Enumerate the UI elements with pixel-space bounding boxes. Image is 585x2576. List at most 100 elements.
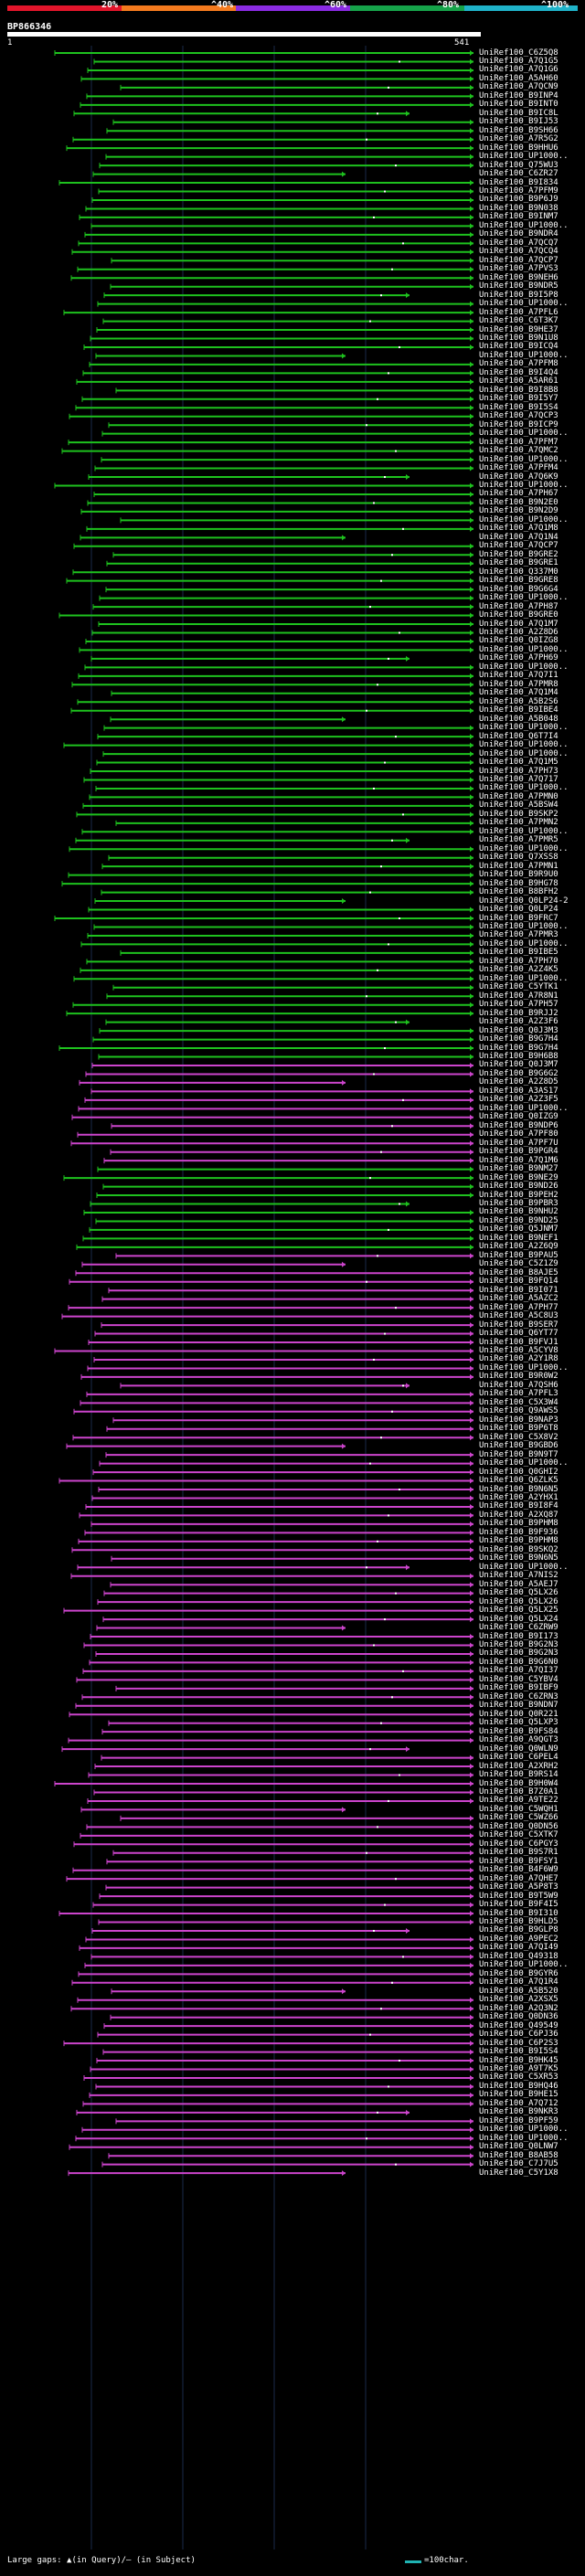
hit-label[interactable]: UniRef100_B9ND26 [479, 1182, 558, 1192]
hit-label[interactable]: UniRef100_UP1000.. [479, 826, 569, 836]
hit-label[interactable]: UniRef100_B9INM7 [479, 212, 558, 222]
hit-label[interactable]: UniRef100_C6Z5Q8 [479, 48, 558, 58]
hit-label[interactable]: UniRef100_B9F4I5 [479, 1900, 558, 1910]
hit-label[interactable]: UniRef100_B9G7H4 [479, 1043, 558, 1053]
hit-label[interactable]: UniRef100_A7PH87 [479, 601, 558, 611]
hit-label[interactable]: UniRef100_B9RJJ2 [479, 1008, 558, 1018]
hit-label[interactable]: UniRef100_A7QCN9 [479, 82, 558, 92]
hit-label[interactable]: UniRef100_B8BFH2 [479, 887, 558, 897]
hit-label[interactable]: UniRef100_B9H0W4 [479, 1778, 558, 1788]
hit-label[interactable]: UniRef100_B9SKQ2 [479, 1544, 558, 1554]
hit-label[interactable]: UniRef100_B9R9U0 [479, 870, 558, 880]
hit-label[interactable]: UniRef100_B9NDR4 [479, 229, 558, 239]
hit-label[interactable]: UniRef100_A7PFL6 [479, 307, 558, 317]
hit-label[interactable]: UniRef100_B9PGR4 [479, 1147, 558, 1157]
hit-label[interactable]: UniRef100_A2Z8D5 [479, 1077, 558, 1087]
hit-label[interactable]: UniRef100_UP1000.. [479, 723, 569, 733]
hit-label[interactable]: UniRef100_A3AS17 [479, 1086, 558, 1096]
hit-label[interactable]: UniRef100_A7R8N1 [479, 991, 558, 1001]
hit-label[interactable]: UniRef100_B9INT0 [479, 100, 558, 110]
hit-label[interactable]: UniRef100_B9G6G4 [479, 584, 558, 594]
hit-label[interactable]: UniRef100_B9I173 [479, 1631, 558, 1641]
hit-label[interactable]: UniRef100_B9NDR5 [479, 281, 558, 292]
hit-label[interactable]: UniRef100_Q5LX24 [479, 1614, 558, 1624]
hit-label[interactable]: UniRef100_C5Y1X8 [479, 2168, 558, 2178]
hit-label[interactable]: UniRef100_Q5JNM7 [479, 1224, 558, 1235]
hit-label[interactable]: UniRef100_B9IBE4 [479, 705, 558, 716]
hit-label[interactable]: UniRef100_A7PH73 [479, 766, 558, 776]
hit-label[interactable]: UniRef100_A7PFM8 [479, 359, 558, 369]
hit-label[interactable]: UniRef100_A7QHE7 [479, 1873, 558, 1883]
hit-label[interactable]: UniRef100_A7PH69 [479, 653, 558, 663]
hit-label[interactable]: UniRef100_B9NE29 [479, 1172, 558, 1182]
hit-label[interactable]: UniRef100_UP1000.. [479, 429, 569, 439]
hit-label[interactable]: UniRef100_B4F6W9 [479, 1865, 558, 1875]
hit-label[interactable]: UniRef100_C6ZRW9 [479, 1623, 558, 1633]
hit-label[interactable]: UniRef100_A9TE22 [479, 1796, 558, 1806]
hit-label[interactable]: UniRef100_B9NEH6 [479, 272, 558, 282]
hit-label[interactable]: UniRef100_B9N2D9 [479, 506, 558, 516]
hit-label[interactable]: UniRef100_B9S7R1 [479, 1848, 558, 1858]
hit-label[interactable]: UniRef100_B9I5P8 [479, 290, 558, 300]
hit-label[interactable]: UniRef100_UP1000.. [479, 938, 569, 949]
hit-label[interactable]: UniRef100_A7PMR8 [479, 679, 558, 689]
hit-label[interactable]: UniRef100_A7PF80 [479, 1129, 558, 1140]
hit-label[interactable]: UniRef100_A7Q1M4 [479, 688, 558, 698]
hit-label[interactable]: UniRef100_B9ICP9 [479, 419, 558, 429]
hit-label[interactable]: UniRef100_B9HHU6 [479, 143, 558, 153]
hit-label[interactable]: UniRef100_B9NEF1 [479, 1233, 558, 1243]
hit-label[interactable]: UniRef100_C5WZ66 [479, 1813, 558, 1823]
hit-label[interactable]: UniRef100_C5X8V2 [479, 1432, 558, 1442]
hit-label[interactable]: UniRef100_UP1000.. [479, 1562, 569, 1572]
hit-label[interactable]: UniRef100_A7QI49 [479, 1943, 558, 1953]
hit-label[interactable]: UniRef100_A7Q1M7 [479, 619, 558, 629]
hit-label[interactable]: UniRef100_A7Q1N4 [479, 532, 558, 542]
hit-label[interactable]: UniRef100_A2Z8D6 [479, 627, 558, 637]
hit-label[interactable]: UniRef100_B9I8B8 [479, 385, 558, 395]
hit-label[interactable]: UniRef100_C5WQH1 [479, 1804, 558, 1814]
hit-label[interactable]: UniRef100_Q0GHI2 [479, 1467, 558, 1477]
hit-label[interactable]: UniRef100_A7Q1M6 [479, 1155, 558, 1165]
hit-label[interactable]: UniRef100_C6T3K7 [479, 316, 558, 326]
hit-label[interactable]: UniRef100_C5XR53 [479, 2072, 558, 2083]
hit-label[interactable]: UniRef100_UP1000.. [479, 454, 569, 464]
hit-label[interactable]: UniRef100_C6ZRN3 [479, 1691, 558, 1701]
hit-label[interactable]: UniRef100_Q0R221 [479, 1709, 558, 1719]
hit-label[interactable]: UniRef100_A7R5G2 [479, 134, 558, 144]
hit-label[interactable]: UniRef100_B9SKP2 [479, 809, 558, 819]
hit-label[interactable]: UniRef100_B8AB58 [479, 2150, 558, 2160]
hit-label[interactable]: UniRef100_C6P2S3 [479, 2038, 558, 2048]
hit-label[interactable]: UniRef100_A7QCQ4 [479, 247, 558, 257]
hit-label[interactable]: UniRef100_B9GBD6 [479, 1441, 558, 1451]
hit-label[interactable]: UniRef100_B9PHM8 [479, 1536, 558, 1546]
hit-label[interactable]: UniRef100_B9F936 [479, 1527, 558, 1537]
hit-label[interactable]: UniRef100_A7PFL3 [479, 1389, 558, 1399]
hit-label[interactable]: UniRef100_A7Q7I1 [479, 671, 558, 681]
hit-label[interactable]: UniRef100_A5B2S6 [479, 696, 558, 706]
hit-label[interactable]: UniRef100_Q7XSS8 [479, 853, 558, 863]
hit-label[interactable]: UniRef100_A7PH57 [479, 1000, 558, 1010]
hit-label[interactable]: UniRef100_Q5LX25 [479, 1606, 558, 1616]
hit-label[interactable]: UniRef100_UP1000.. [479, 2133, 569, 2143]
hit-label[interactable]: UniRef100_B9GLP8 [479, 1925, 558, 1935]
hit-label[interactable]: UniRef100_B9PF59 [479, 2115, 558, 2125]
hit-label[interactable]: UniRef100_A7Q1G5 [479, 56, 558, 66]
hit-label[interactable]: UniRef100_UP1000.. [479, 299, 569, 309]
hit-label[interactable]: UniRef100_A7PFM9 [479, 186, 558, 196]
hit-label[interactable]: UniRef100_A7PVS3 [479, 264, 558, 274]
hit-label[interactable]: UniRef100_B9IC8L [479, 108, 558, 118]
hit-label[interactable]: UniRef100_A2XSX5 [479, 1995, 558, 2005]
hit-label[interactable]: UniRef100_A7Q717 [479, 774, 558, 784]
hit-label[interactable]: UniRef100_A7PH67 [479, 489, 558, 499]
hit-label[interactable]: UniRef100_Q0LP24 [479, 905, 558, 915]
hit-label[interactable]: UniRef100_A5B520 [479, 1986, 558, 1996]
hit-label[interactable]: UniRef100_B9PBR3 [479, 1199, 558, 1208]
hit-label[interactable]: UniRef100_B9N9T7 [479, 1449, 558, 1459]
hit-label[interactable]: UniRef100_C5X3W4 [479, 1397, 558, 1407]
hit-label[interactable]: UniRef100_B9NAP3 [479, 1415, 558, 1425]
hit-label[interactable]: UniRef100_A5BSW4 [479, 800, 558, 811]
hit-label[interactable]: UniRef100_B9HE37 [479, 324, 558, 334]
hit-label[interactable]: UniRef100_B9HLD5 [479, 1917, 558, 1927]
hit-label[interactable]: UniRef100_B9FS84 [479, 1726, 558, 1736]
hit-label[interactable]: UniRef100_B9SH66 [479, 125, 558, 135]
